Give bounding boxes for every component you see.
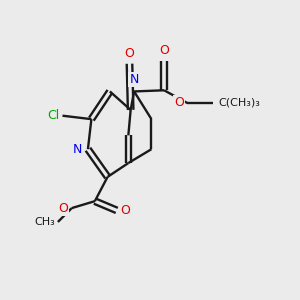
Text: O: O [159,44,169,57]
Text: N: N [129,74,139,86]
Text: C(CH₃)₃: C(CH₃)₃ [218,98,260,108]
Text: N: N [73,143,82,156]
Text: O: O [124,46,134,60]
Text: O: O [58,202,68,214]
Text: Cl: Cl [47,109,59,122]
Text: O: O [120,204,130,217]
Text: CH₃: CH₃ [34,217,55,227]
Text: O: O [174,97,184,110]
